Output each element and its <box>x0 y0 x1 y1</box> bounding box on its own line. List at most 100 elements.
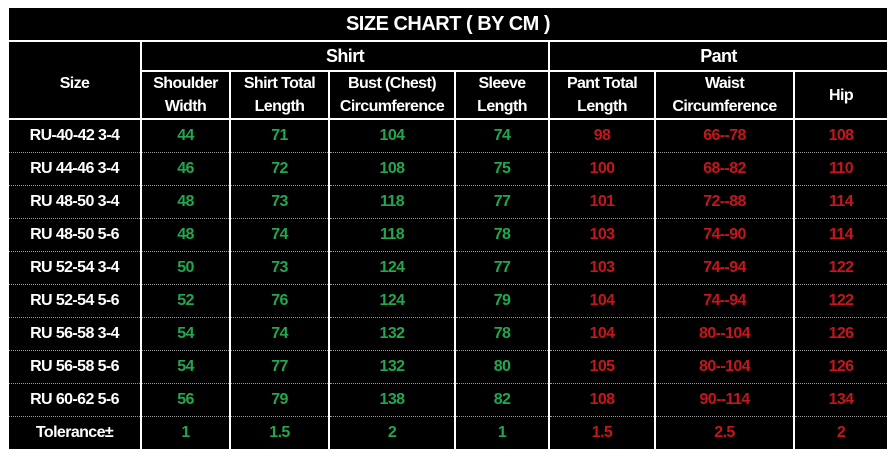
column-header: Waist Circumference <box>654 71 796 120</box>
size-cell: RU 60-62 5-6 <box>9 383 142 417</box>
value-cell: 132 <box>328 350 456 384</box>
value-cell: 126 <box>793 350 888 384</box>
value-cell: 78 <box>453 317 551 351</box>
size-cell: RU 52-54 3-4 <box>9 251 142 285</box>
tolerance-row: Tolerance± 1 1.5 2 1 1.5 2.5 2 <box>9 416 888 449</box>
value-cell: 74 <box>229 317 330 351</box>
value-cell: 77 <box>453 185 551 219</box>
value-cell: 1 <box>453 416 551 449</box>
value-cell: 124 <box>328 284 456 318</box>
size-cell: Tolerance± <box>9 416 142 449</box>
table-row: RU 60-62 5-6 56 79 138 82 108 90--114 134 <box>9 383 888 417</box>
value-cell: 132 <box>328 317 456 351</box>
size-cell: RU 56-58 5-6 <box>9 350 142 384</box>
table-row: RU 56-58 3-4 54 74 132 78 104 80--104 126 <box>9 317 888 351</box>
pant-group-header: Pant <box>548 42 888 72</box>
value-cell: 74--94 <box>654 284 796 318</box>
value-cell: 56 <box>140 383 231 417</box>
value-cell: 77 <box>229 350 330 384</box>
shirt-group-header: Shirt <box>139 42 551 72</box>
table-row: RU 52-54 3-4 50 73 124 77 103 74--94 122 <box>9 251 888 285</box>
value-cell: 74--94 <box>654 251 796 285</box>
value-cell: 2 <box>793 416 888 449</box>
value-cell: 114 <box>793 185 888 219</box>
value-cell: 75 <box>453 152 551 186</box>
value-cell: 66--78 <box>654 119 796 153</box>
size-cell: RU 48-50 5-6 <box>9 218 142 252</box>
size-cell: RU 44-46 3-4 <box>9 152 142 186</box>
value-cell: 78 <box>453 218 551 252</box>
value-cell: 104 <box>548 284 657 318</box>
value-cell: 118 <box>328 218 456 252</box>
column-header: Pant Total Length <box>548 71 657 120</box>
value-cell: 1 <box>140 416 231 449</box>
value-cell: 72--88 <box>654 185 796 219</box>
value-cell: 104 <box>328 119 456 153</box>
value-cell: 72 <box>229 152 330 186</box>
value-cell: 80 <box>453 350 551 384</box>
value-cell: 74 <box>229 218 330 252</box>
table-row: RU 44-46 3-4 46 72 108 75 100 68--82 110 <box>9 152 888 186</box>
column-header: Shoulder Width <box>141 71 231 120</box>
value-cell: 122 <box>793 251 888 285</box>
value-cell: 98 <box>548 119 657 153</box>
value-cell: 124 <box>328 251 456 285</box>
size-header: Size <box>9 42 142 120</box>
value-cell: 54 <box>140 317 231 351</box>
size-cell: RU 56-58 3-4 <box>9 317 142 351</box>
value-cell: 134 <box>793 383 888 417</box>
value-cell: 73 <box>229 251 330 285</box>
value-cell: 118 <box>328 185 456 219</box>
value-cell: 54 <box>140 350 231 384</box>
table-row: RU 56-58 5-6 54 77 132 80 105 80--104 126 <box>9 350 888 384</box>
value-cell: 52 <box>140 284 231 318</box>
size-cell: RU-40-42 3-4 <box>9 119 142 153</box>
value-cell: 68--82 <box>654 152 796 186</box>
size-cell: RU 48-50 3-4 <box>9 185 142 219</box>
table-row: RU 48-50 5-6 48 74 118 78 103 74--90 114 <box>9 218 888 252</box>
value-cell: 80--104 <box>654 317 796 351</box>
value-cell: 103 <box>548 218 657 252</box>
value-cell: 44 <box>140 119 231 153</box>
value-cell: 138 <box>328 383 456 417</box>
value-cell: 77 <box>453 251 551 285</box>
value-cell: 114 <box>793 218 888 252</box>
value-cell: 82 <box>453 383 551 417</box>
table-row: RU-40-42 3-4 44 71 104 74 98 66--78 108 <box>9 119 888 153</box>
value-cell: 101 <box>548 185 657 219</box>
value-cell: 2.5 <box>654 416 796 449</box>
value-cell: 74 <box>453 119 551 153</box>
value-cell: 48 <box>140 218 231 252</box>
value-cell: 104 <box>548 317 657 351</box>
value-cell: 48 <box>140 185 231 219</box>
column-header: Bust (Chest) Circumference <box>328 71 456 120</box>
value-cell: 108 <box>793 119 888 153</box>
table-row: RU 48-50 3-4 48 73 118 77 101 72--88 114 <box>9 185 888 219</box>
column-header: Sleeve Length <box>453 71 551 120</box>
size-chart: SIZE CHART ( BY CM ) Size Shirt Pant Sho… <box>9 8 888 449</box>
value-cell: 105 <box>548 350 657 384</box>
table-row: RU 52-54 5-6 52 76 124 79 104 74--94 122 <box>9 284 888 318</box>
value-cell: 71 <box>229 119 330 153</box>
value-cell: 108 <box>328 152 456 186</box>
value-cell: 74--90 <box>654 218 796 252</box>
value-cell: 110 <box>793 152 888 186</box>
value-cell: 2 <box>328 416 456 449</box>
value-cell: 103 <box>548 251 657 285</box>
value-cell: 90--114 <box>654 383 796 417</box>
chart-title: SIZE CHART ( BY CM ) <box>9 8 887 40</box>
value-cell: 1.5 <box>229 416 330 449</box>
value-cell: 126 <box>793 317 888 351</box>
value-cell: 76 <box>229 284 330 318</box>
size-table: Size Shirt Pant Shoulder Width Shirt Tot… <box>9 42 888 449</box>
size-cell: RU 52-54 5-6 <box>9 284 142 318</box>
value-cell: 73 <box>229 185 330 219</box>
value-cell: 108 <box>548 383 657 417</box>
value-cell: 50 <box>140 251 231 285</box>
value-cell: 122 <box>793 284 888 318</box>
value-cell: 1.5 <box>548 416 657 449</box>
value-cell: 79 <box>229 383 330 417</box>
column-header: Hip <box>793 71 888 120</box>
value-cell: 100 <box>548 152 657 186</box>
column-header: Shirt Total Length <box>229 71 330 120</box>
